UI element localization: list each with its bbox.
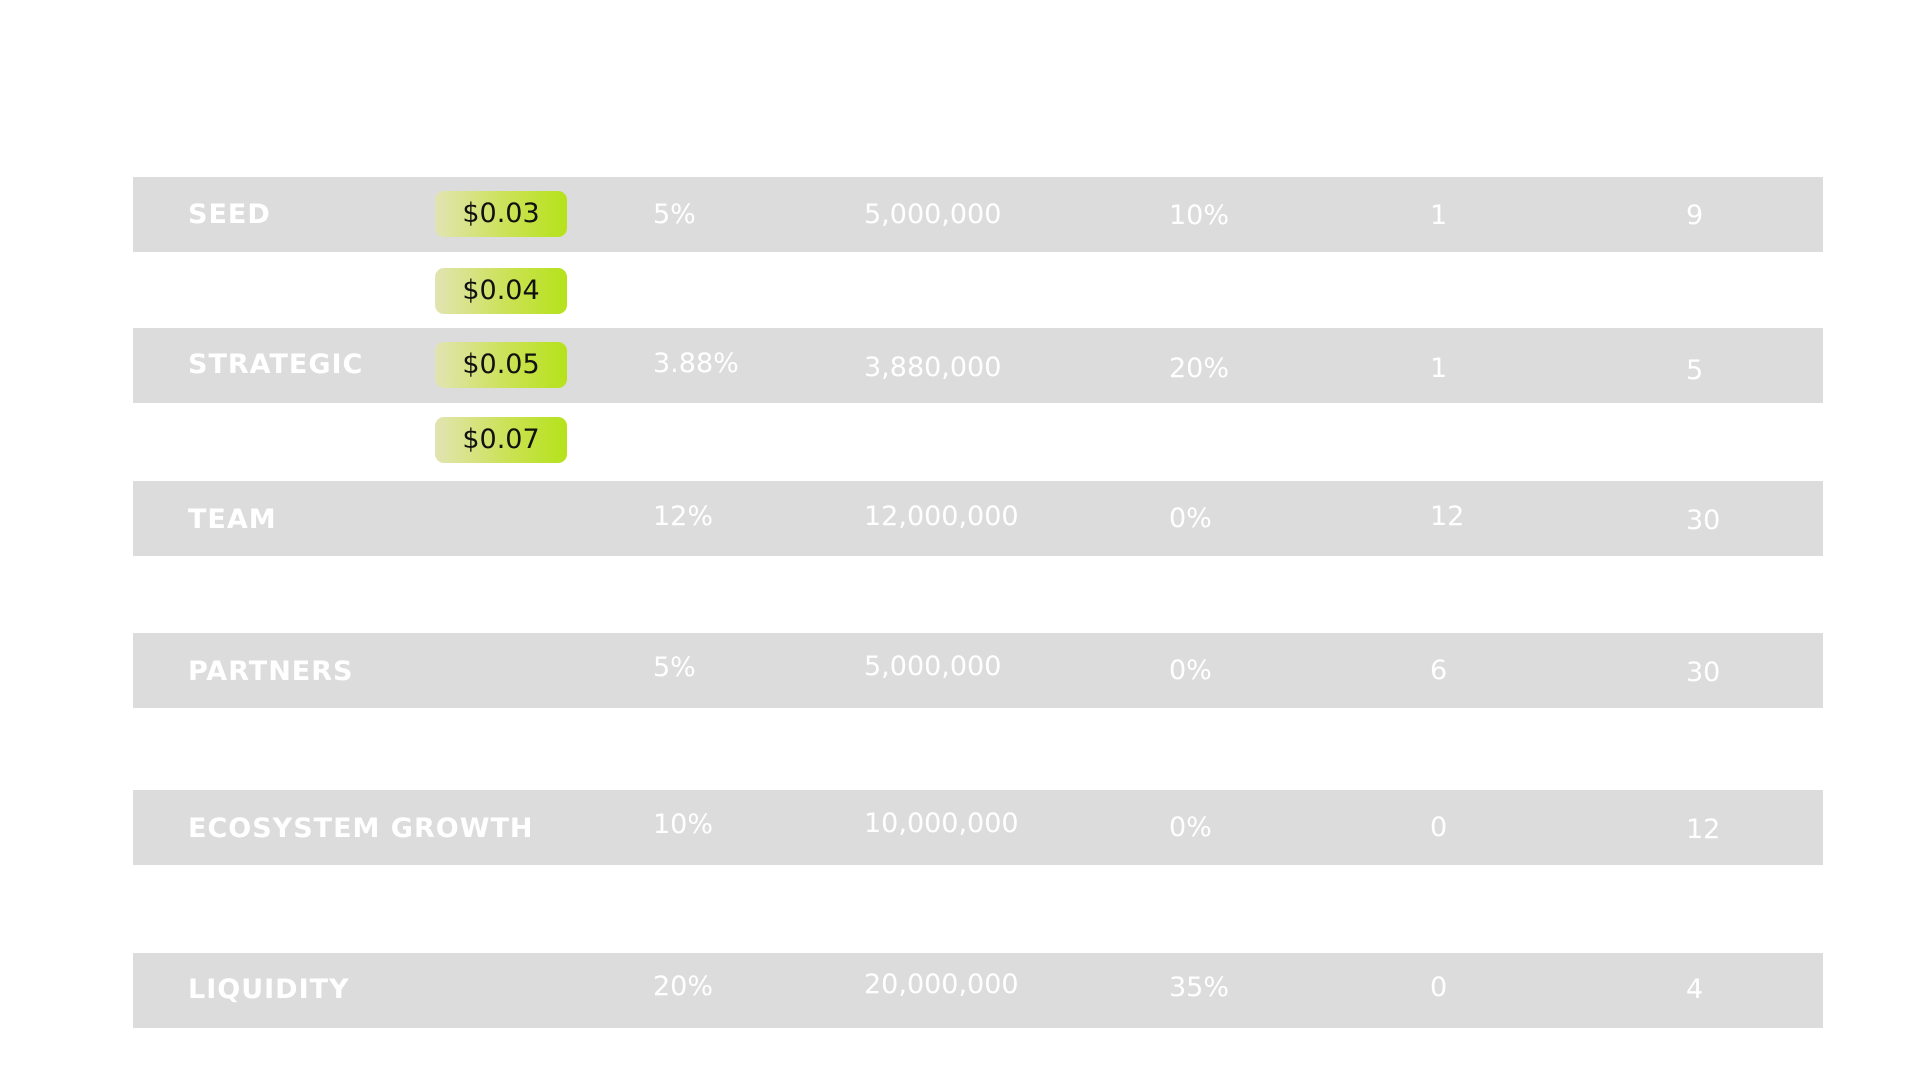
tokens-cell: 5,000,000 [864,199,1002,230]
price-pill: $0.05 [435,342,567,388]
tge-cell: 0% [1169,812,1212,843]
cliff-cell: 0 [1430,812,1448,843]
row-name: PARTNERS [188,656,354,687]
tokens-cell: 10,000,000 [864,808,1019,839]
row-name: SEED [188,199,271,230]
price-pill: $0.03 [435,191,567,237]
percent-cell: 3.88% [653,348,739,379]
table-row-partners [133,633,1823,708]
row-name: LIQUIDITY [188,974,350,1005]
tge-cell: 0% [1169,503,1212,534]
table-row-team [133,481,1823,556]
row-name: ECOSYSTEM GROWTH [188,813,534,844]
cliff-cell: 12 [1430,501,1465,532]
percent-cell: 5% [653,199,696,230]
vesting-cell: 30 [1686,505,1721,536]
tge-cell: 20% [1169,353,1230,384]
cliff-cell: 0 [1430,972,1448,1003]
percent-cell: 5% [653,652,696,683]
cliff-cell: 1 [1430,353,1448,384]
row-name: STRATEGIC [188,349,364,380]
tokens-cell: 3,880,000 [864,352,1002,383]
vesting-cell: 12 [1686,814,1721,845]
vesting-cell: 30 [1686,657,1721,688]
tokens-cell: 12,000,000 [864,501,1019,532]
percent-cell: 20% [653,971,714,1002]
price-pill: $0.07 [435,417,567,463]
tokens-cell: 20,000,000 [864,969,1019,1000]
cliff-cell: 1 [1430,200,1448,231]
percent-cell: 12% [653,501,714,532]
table-row-seed [133,177,1823,252]
vesting-cell: 5 [1686,355,1704,386]
table-row-ecosystem-growth [133,790,1823,865]
vesting-cell: 4 [1686,974,1704,1005]
tokens-cell: 5,000,000 [864,651,1002,682]
cliff-cell: 6 [1430,655,1448,686]
tge-cell: 10% [1169,200,1230,231]
percent-cell: 10% [653,809,714,840]
tge-cell: 0% [1169,655,1212,686]
table-row-liquidity [133,953,1823,1028]
row-name: TEAM [188,504,277,535]
tge-cell: 35% [1169,972,1230,1003]
vesting-cell: 9 [1686,200,1704,231]
table-row-strategic [133,328,1823,403]
price-pill: $0.04 [435,268,567,314]
